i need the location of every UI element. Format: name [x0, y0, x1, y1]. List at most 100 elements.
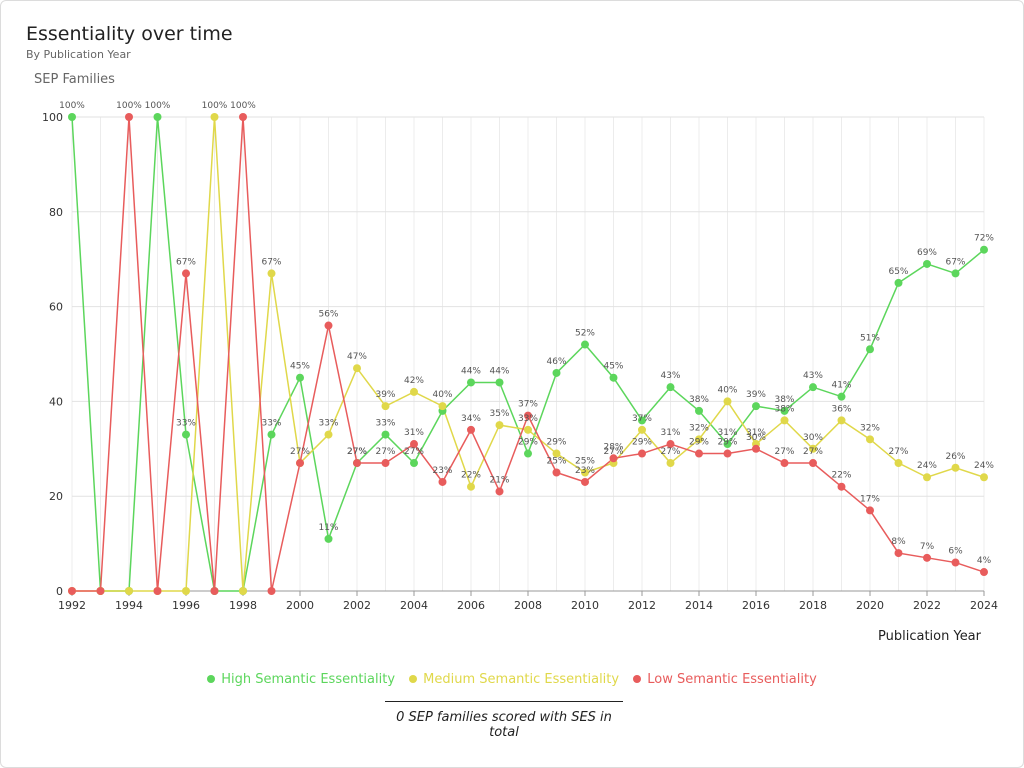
x-tick-label: 2024 [970, 599, 998, 612]
data-label: 21% [489, 475, 509, 485]
data-point-1 [438, 402, 447, 411]
data-label: 65% [888, 267, 908, 277]
data-label: 100% [59, 101, 85, 111]
data-label: 39% [375, 390, 395, 400]
data-label: 45% [290, 362, 310, 372]
data-point-1 [866, 435, 874, 444]
legend-item-low[interactable]: Low Semantic Essentiality [633, 672, 817, 687]
data-point-0 [894, 278, 903, 287]
x-tick-label: 2006 [457, 599, 485, 612]
data-point-0 [752, 402, 760, 411]
data-point-0 [609, 373, 618, 382]
data-point-2 [695, 449, 703, 458]
data-label: 24% [917, 461, 937, 471]
data-point-0 [780, 406, 789, 415]
data-label: 33% [375, 419, 395, 429]
data-point-0 [866, 345, 874, 354]
data-label: 27% [774, 447, 794, 457]
data-label: 51% [860, 333, 880, 343]
data-label: 31% [746, 428, 766, 438]
data-label: 40% [432, 390, 452, 400]
data-point-2 [923, 553, 931, 562]
data-point-0 [809, 383, 817, 392]
data-label: 33% [518, 414, 538, 424]
data-point-1 [837, 416, 846, 425]
x-tick-label: 2014 [685, 599, 713, 612]
x-tick-label: 2016 [742, 599, 770, 612]
data-label: 44% [461, 366, 481, 376]
legend-item-medium[interactable]: Medium Semantic Essentiality [409, 672, 619, 687]
x-tick-label: 1996 [172, 599, 200, 612]
data-point-0 [153, 113, 162, 121]
data-point-1 [495, 421, 504, 430]
data-label: 44% [489, 366, 509, 376]
x-tick-label: 2000 [286, 599, 314, 612]
data-point-1 [581, 468, 589, 477]
y-tick-label: 80 [49, 206, 63, 219]
data-point-2 [894, 549, 903, 558]
data-label: 24% [974, 461, 994, 471]
data-label: 52% [575, 329, 595, 339]
data-label: 40% [717, 385, 737, 395]
data-label: 27% [404, 447, 424, 457]
data-point-2 [552, 468, 561, 477]
data-point-0 [267, 430, 276, 439]
data-label: 38% [774, 404, 794, 414]
legend-item-high[interactable]: High Semantic Essentiality [207, 672, 395, 687]
data-point-2 [381, 459, 390, 468]
x-tick-label: 1992 [58, 599, 86, 612]
data-label: 43% [803, 371, 823, 381]
data-point-2 [666, 440, 675, 449]
data-label: 46% [546, 357, 566, 367]
data-point-0 [581, 340, 589, 349]
legend-label-medium: Medium Semantic Essentiality [423, 672, 620, 687]
x-tick-label: 2020 [856, 599, 884, 612]
data-label: 45% [603, 362, 623, 372]
data-point-1 [239, 587, 247, 595]
data-point-1 [780, 416, 789, 425]
data-label: 67% [261, 257, 281, 267]
data-label: 26% [945, 452, 965, 462]
data-point-2 [438, 477, 447, 486]
data-label: 27% [803, 447, 823, 457]
footnote: 0 SEP families scored with SES in total [385, 701, 623, 740]
legend-dot-icon [409, 674, 418, 683]
data-point-2 [182, 269, 190, 278]
chart-title: Essentiality over time [26, 23, 233, 45]
data-point-0 [381, 430, 390, 439]
chart-subtitle: By Publication Year [26, 48, 131, 61]
y-tick-label: 100 [42, 111, 63, 124]
data-label: 29% [546, 438, 566, 448]
data-label: 8% [891, 537, 906, 547]
legend-dot-icon [207, 674, 216, 683]
y-axis-label: SEP Families [34, 72, 115, 87]
data-point-2 [96, 587, 105, 595]
data-label: 34% [461, 414, 481, 424]
data-point-2 [837, 482, 846, 491]
data-point-2 [68, 587, 76, 595]
data-label: 30% [803, 433, 823, 443]
data-label: 36% [831, 404, 851, 414]
data-label: 27% [888, 447, 908, 457]
data-point-0 [296, 373, 304, 382]
data-label: 47% [347, 352, 367, 362]
data-label: 27% [660, 447, 680, 457]
data-label: 31% [404, 428, 424, 438]
data-point-1 [809, 444, 817, 453]
data-point-0 [695, 406, 703, 415]
data-point-1 [381, 402, 390, 411]
data-label: 4% [977, 556, 992, 566]
y-tick-label: 60 [49, 301, 63, 314]
data-label: 25% [546, 457, 566, 467]
data-label: 22% [461, 471, 481, 481]
data-point-2 [638, 449, 646, 458]
data-label: 29% [689, 438, 709, 448]
data-point-2 [153, 587, 162, 595]
legend-label-high: High Semantic Essentiality [221, 672, 396, 687]
data-label: 43% [660, 371, 680, 381]
data-point-2 [267, 587, 276, 595]
data-point-1 [980, 473, 988, 482]
data-point-1 [467, 482, 475, 491]
data-label: 32% [860, 423, 880, 433]
data-label: 23% [575, 466, 595, 476]
